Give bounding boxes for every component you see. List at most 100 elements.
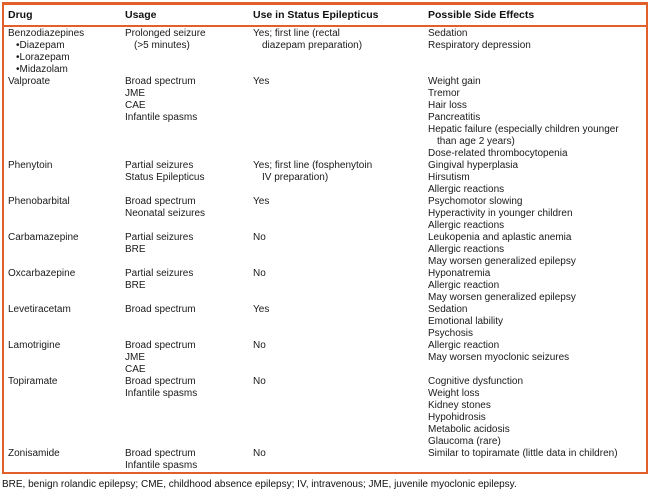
table-row: Oxcarbazepine Partial seizures BRE No Hypona…: [4, 268, 646, 304]
cell-line: Prolonged seizure: [125, 28, 206, 39]
cell-line: Allergic reactions: [428, 184, 505, 195]
effects-cell: Sedation Respiratory depression: [428, 28, 646, 52]
cell-line: Phenobarbital: [8, 196, 70, 207]
drug-cell: Zonisamide: [4, 448, 125, 460]
cell-line: No: [253, 340, 266, 351]
cell-line: Cognitive dysfunction: [428, 376, 524, 387]
cell-line: Allergic reaction: [428, 340, 500, 351]
drug-cell: Phenytoin: [4, 160, 125, 172]
cell-line: Levetiracetam: [8, 304, 71, 315]
cell-line: diazepam preparation): [262, 40, 363, 51]
cell-line: Leukopenia and aplastic anemia: [428, 232, 572, 243]
table-row: Phenytoin Partial seizures Status Epilepti…: [4, 160, 646, 196]
cell-line: Infantile spasms: [125, 388, 198, 399]
cell-line: Infantile spasms: [125, 112, 198, 123]
table-row: Carbamazepine Partial seizures BRE No Leukop…: [4, 232, 646, 268]
cell-line: Partial seizures: [125, 232, 194, 243]
cell-line: Allergic reactions: [428, 244, 505, 255]
cell-line: No: [253, 268, 266, 279]
cell-line: Broad spectrum: [125, 376, 196, 387]
status-cell: No: [253, 232, 428, 244]
cell-line: Benzodiazepines: [8, 28, 85, 39]
cell-line: BRE: [125, 244, 146, 255]
status-cell: Yes: [253, 196, 428, 208]
cell-line: Broad spectrum: [125, 448, 196, 459]
usage-cell: Broad spectrum Infantile spasms: [125, 376, 253, 400]
abbreviations-footnote: BRE, benign rolandic epilepsy; CME, chil…: [2, 479, 517, 490]
cell-line: May worsen generalized epilepsy: [428, 256, 576, 267]
cell-line: May worsen myoclonic seizures: [428, 352, 570, 363]
cell-line: Sedation: [428, 28, 468, 39]
cell-line: No: [253, 376, 266, 387]
effects-cell: Allergic reaction May worsen myoclonic se…: [428, 340, 646, 364]
status-cell: Yes: [253, 76, 428, 88]
table-row: Phenobarbital Broad spectrum Neonatal seiz…: [4, 196, 646, 232]
cell-line: than age 2 years): [437, 136, 515, 147]
usage-cell: Partial seizures Status Epilepticus: [125, 160, 253, 184]
drug-cell: Phenobarbital: [4, 196, 125, 208]
cell-line: Psychosis: [428, 328, 474, 339]
cell-line: IV preparation): [262, 172, 329, 183]
cell-line: BRE: [125, 280, 146, 291]
table-row: Zonisamide Broad spectrum Infantile spasms…: [4, 448, 646, 472]
cell-line: JME: [125, 88, 145, 99]
cell-line: Hair loss: [428, 100, 467, 111]
effects-cell: Cognitive dysfunction Weight loss Kidney s…: [428, 376, 646, 448]
cell-line: Hyponatremia: [428, 268, 491, 279]
cell-line: Status Epilepticus: [125, 172, 205, 183]
cell-line: JME: [125, 352, 145, 363]
effects-cell: Leukopenia and aplastic anemia Allergic r…: [428, 232, 646, 268]
cell-line: No: [253, 448, 266, 459]
cell-line: Similar to topiramate (little data in ch…: [428, 448, 618, 459]
cell-line: Partial seizures: [125, 268, 194, 279]
cell-line: Respiratory depression: [428, 40, 531, 51]
usage-cell: Broad spectrum: [125, 304, 253, 316]
cell-line: Neonatal seizures: [125, 208, 206, 219]
cell-line: Hyperactivity in younger children: [428, 208, 573, 219]
drug-cell: Levetiracetam: [4, 304, 125, 316]
effects-cell: Gingival hyperplasia Hirsutism Allergic re…: [428, 160, 646, 196]
drug-cell: Oxcarbazepine: [4, 268, 125, 280]
table-row: Topiramate Broad spectrum Infantile spasms…: [4, 376, 646, 448]
cell-line: No: [253, 232, 266, 243]
status-cell: Yes; first line (rectal diazepam preparat…: [253, 28, 428, 52]
cell-line: Oxcarbazepine: [8, 268, 76, 279]
cell-line: Weight loss: [428, 388, 480, 399]
cell-line: Yes; first line (fosphenytoin: [253, 160, 373, 171]
cell-line: Broad spectrum: [125, 76, 196, 87]
cell-line: Diazepam: [8, 40, 125, 52]
column-header-status-epilepticus: Use in Status Epilepticus: [253, 9, 379, 21]
drug-cell: Topiramate: [4, 376, 125, 388]
column-header-drug: Drug: [8, 9, 33, 21]
usage-cell: Broad spectrum JME CAE: [125, 340, 253, 376]
table-row: Valproate Broad spectrum JME CAE Infantile s…: [4, 76, 646, 160]
cell-line: Yes: [253, 196, 270, 207]
cell-line: Allergic reactions: [428, 220, 505, 231]
cell-line: Metabolic acidosis: [428, 424, 510, 435]
table-header-row: Drug Usage Use in Status Epilepticus Pos…: [4, 5, 646, 27]
cell-line: Dose-related thrombocytopenia: [428, 148, 568, 159]
cell-line: Valproate: [8, 76, 51, 87]
status-cell: No: [253, 376, 428, 388]
usage-cell: Partial seizures BRE: [125, 268, 253, 292]
effects-cell: Similar to topiramate (little data in ch…: [428, 448, 646, 460]
cell-line: Tremor: [428, 88, 460, 99]
cell-line: Infantile spasms: [125, 460, 198, 471]
drug-cell: BenzodiazepinesDiazepamLorazepamMidazola…: [4, 28, 125, 76]
drug-table: Drug Usage Use in Status Epilepticus Pos…: [2, 2, 648, 474]
cell-line: Weight gain: [428, 76, 481, 87]
cell-line: Gingival hyperplasia: [428, 160, 519, 171]
cell-line: Carbamazepine: [8, 232, 79, 243]
usage-cell: Broad spectrum Neonatal seizures: [125, 196, 253, 220]
usage-cell: Partial seizures BRE: [125, 232, 253, 256]
cell-line: Zonisamide: [8, 448, 60, 459]
table-row: BenzodiazepinesDiazepamLorazepamMidazola…: [4, 28, 646, 76]
cell-line: (>5 minutes): [134, 40, 190, 51]
column-header-side-effects: Possible Side Effects: [428, 9, 535, 21]
cell-line: Broad spectrum: [125, 304, 196, 315]
cell-line: Sedation: [428, 304, 468, 315]
status-cell: Yes: [253, 304, 428, 316]
cell-line: Hirsutism: [428, 172, 470, 183]
cell-line: Kidney stones: [428, 400, 491, 411]
